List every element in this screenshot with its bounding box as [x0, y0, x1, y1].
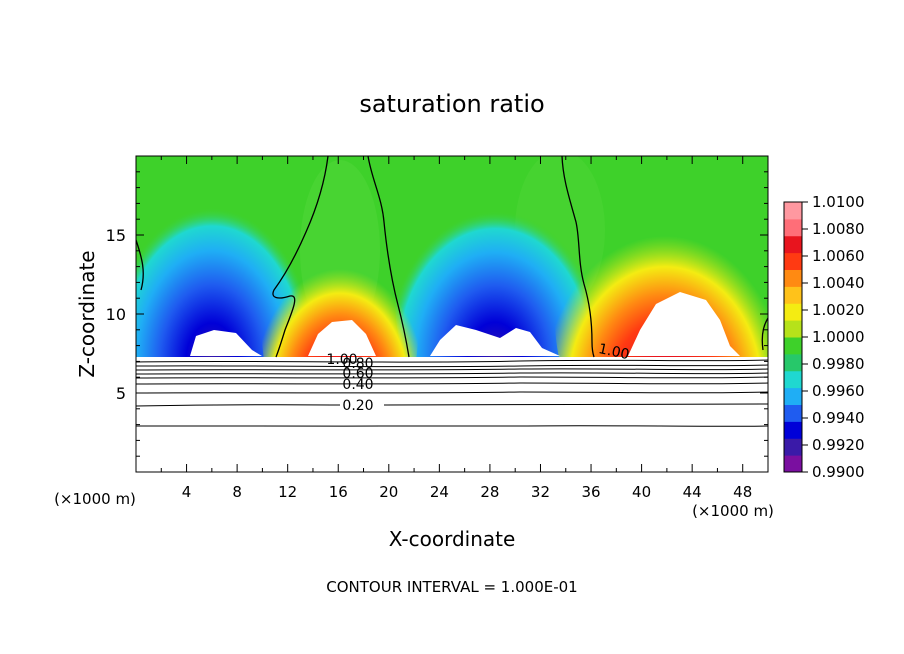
colorbar-swatch: [784, 455, 802, 473]
cloud-free-region: [628, 292, 740, 356]
colorbar-swatch: [784, 202, 802, 220]
x-tick-label: 28: [480, 483, 499, 501]
contour-label: 1.00: [597, 341, 631, 363]
x-tick-label: 4: [182, 483, 192, 501]
x-tick-label: 24: [430, 483, 449, 501]
y-ticks: 5 10 15: [106, 171, 768, 457]
colorbar-label: 1.0020: [812, 301, 865, 319]
colorbar-swatch: [784, 421, 802, 439]
contour-label: 0.60: [342, 366, 373, 382]
colorbar-label: 0.9920: [812, 436, 865, 454]
contour-line: [136, 368, 768, 371]
colorbar-label: 0.9960: [812, 382, 865, 400]
x-ticks: 4 8 12 16 20 24 28 32 36 40 44 48: [160, 156, 752, 501]
contour-line: [136, 403, 768, 407]
colorbar-label: 1.0060: [812, 247, 865, 265]
colorbar-swatch: [784, 303, 802, 321]
x-tick-label: 16: [329, 483, 348, 501]
below-cloud-region: [136, 357, 768, 472]
contour-line: [136, 391, 768, 394]
cloud-free-region: [430, 325, 560, 356]
contour-line: [561, 156, 595, 358]
x-tick-label: 8: [232, 483, 242, 501]
x-unit-note: (×1000 m): [54, 490, 136, 508]
x-tick-label: 20: [379, 483, 398, 501]
colorbar-swatch: [784, 252, 802, 270]
colorbar-swatch: [784, 438, 802, 456]
colorbar-label: 0.9980: [812, 355, 865, 373]
contour-line: [136, 239, 144, 291]
x-tick-label: 48: [733, 483, 752, 501]
y-tick-label: 10: [106, 305, 126, 324]
heatmap-field: [136, 156, 768, 472]
colorbar-swatch: [784, 286, 802, 304]
colorbar-label: 0.9940: [812, 409, 865, 427]
colorbar-swatch: [784, 353, 802, 372]
x-tick-label: 12: [278, 483, 297, 501]
colorbar-labels: 1.0100 1.0080 1.0060 1.0040 1.0020 1.0000 0.99…: [802, 193, 865, 481]
colorbar-label: 1.0000: [812, 328, 865, 346]
colorbar-swatch: [784, 218, 802, 237]
colorbar-swatch: [784, 404, 802, 422]
colorbar-swatch: [784, 320, 802, 338]
contour-line: [136, 359, 768, 363]
contour-label: 0.80: [342, 356, 373, 372]
contour-label: 0.20: [342, 398, 373, 414]
contour-line: [761, 317, 768, 351]
cloud-free-region: [190, 330, 262, 356]
x-tick-label: 40: [632, 483, 651, 501]
x-axis-label: X-coordinate: [389, 527, 516, 551]
colorbar-label: 1.0100: [812, 193, 865, 211]
contour-line: [136, 376, 768, 379]
colorbar-label: 1.0040: [812, 274, 865, 292]
contour-line: [272, 156, 329, 358]
colorbar-label: 0.9900: [812, 463, 865, 481]
contour-line: [136, 372, 768, 375]
colorbar-label: 1.0080: [812, 220, 865, 238]
contour-line: [136, 364, 768, 368]
colorbar-swatch: [784, 269, 802, 287]
y-unit-note: (×1000 m): [692, 502, 774, 520]
y-tick-label: 5: [116, 384, 126, 403]
colorbar-swatch: [784, 370, 802, 389]
contour-line: [136, 425, 768, 427]
chart-title: saturation ratio: [359, 90, 544, 118]
colorbar-swatch: [784, 387, 802, 405]
contour-line: [367, 156, 410, 358]
contour-label: 0.40: [342, 377, 373, 393]
x-tick-label: 44: [683, 483, 702, 501]
y-tick-label: 15: [106, 226, 126, 245]
cloud-free-region: [308, 320, 376, 356]
colorbar: [784, 202, 802, 473]
contour-label: 1.00: [326, 352, 357, 368]
y-axis-label: Z-coordinate: [75, 250, 99, 377]
x-tick-label: 36: [581, 483, 600, 501]
x-tick-label: 32: [531, 483, 550, 501]
contour-line: [136, 382, 768, 385]
contour-interval-note: CONTOUR INTERVAL = 1.000E-01: [326, 578, 577, 596]
colorbar-swatch: [784, 337, 802, 355]
colorbar-swatch: [784, 235, 802, 254]
